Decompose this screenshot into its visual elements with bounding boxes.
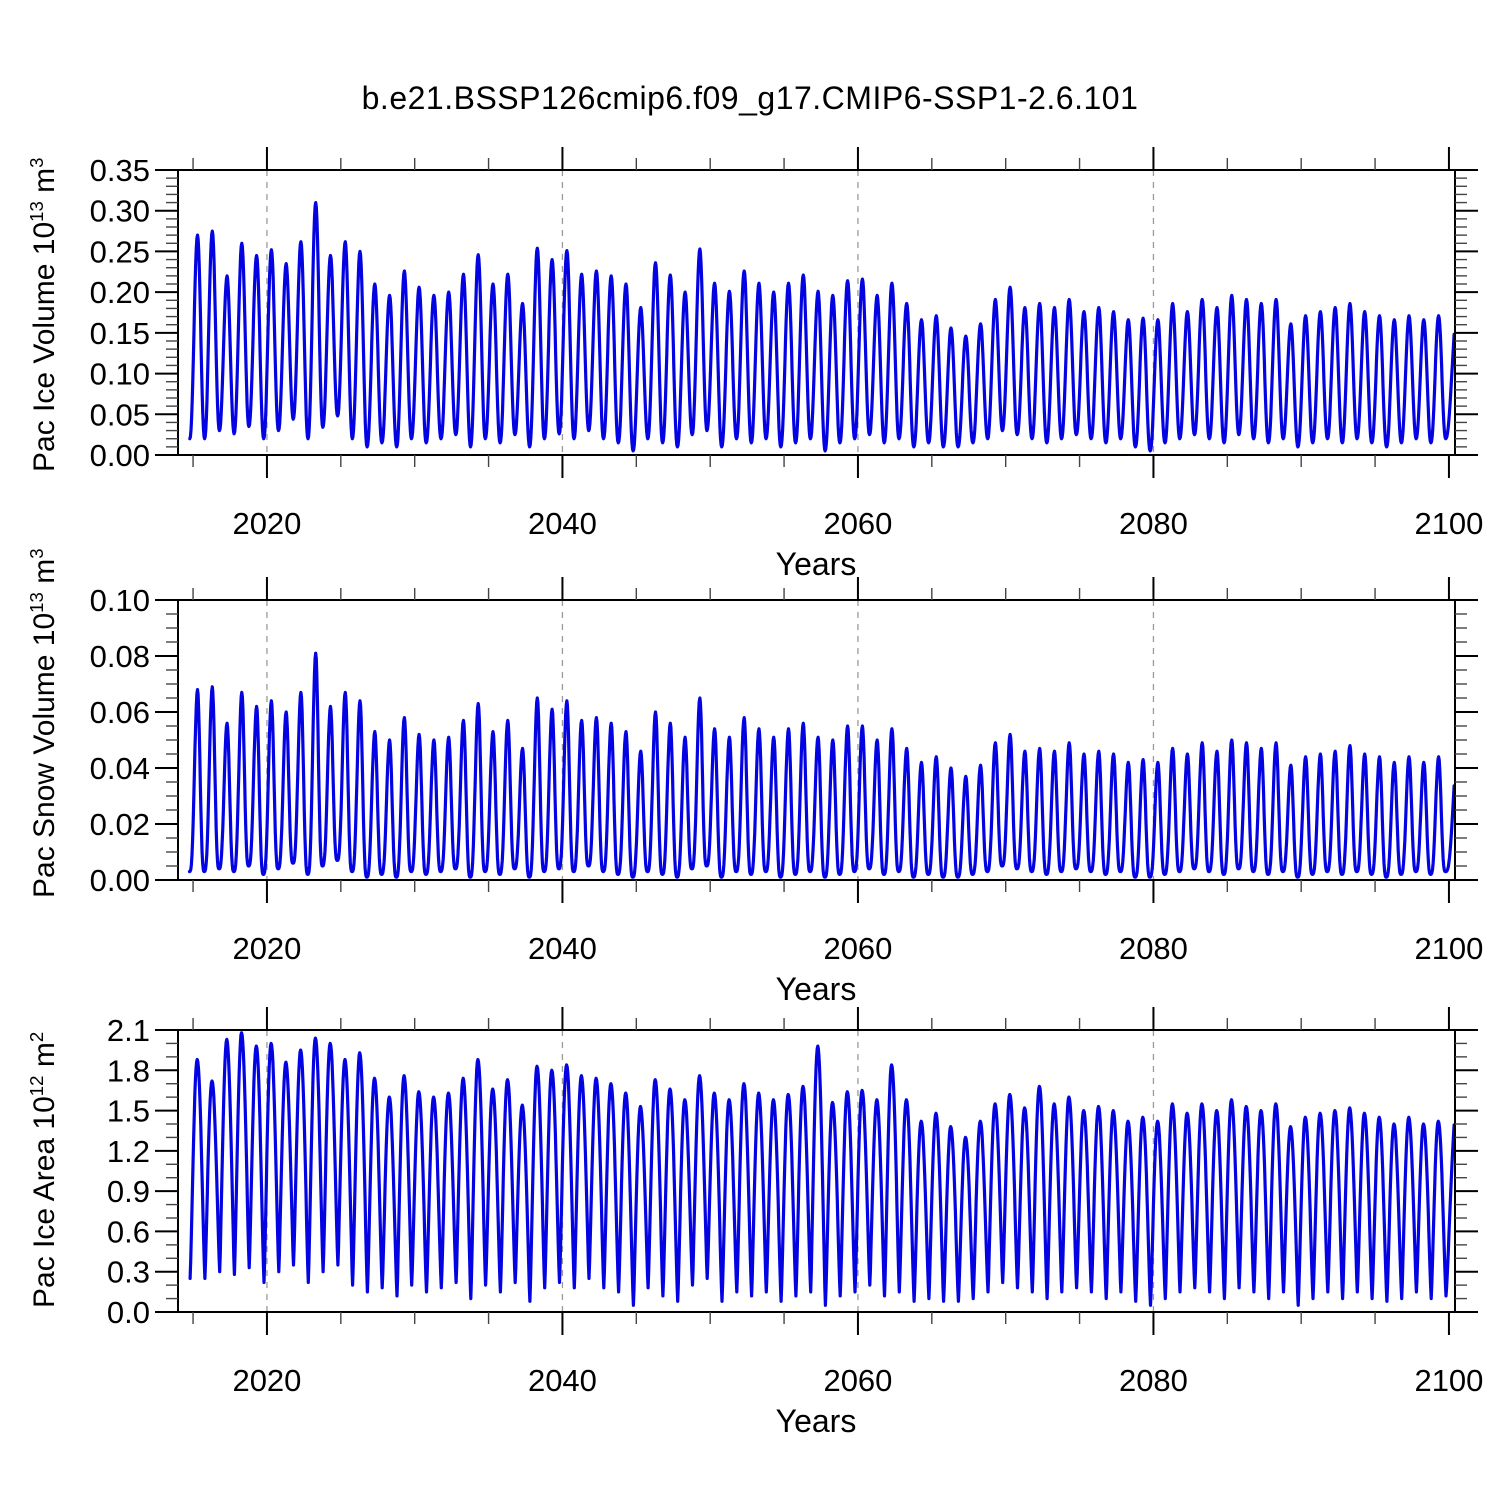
x-tick-label: 2080 (1119, 931, 1188, 966)
x-tick-label: 2020 (232, 931, 301, 966)
y-tick-label: 0.06 (90, 695, 150, 730)
x-tick-label: 2020 (232, 506, 301, 541)
x-tick-label: 2080 (1119, 1363, 1188, 1398)
x-tick-label: 2060 (823, 931, 892, 966)
x-axis-title-panel-1: Years (775, 546, 857, 582)
series-line-3 (188, 1031, 1456, 1307)
y-tick-label: 0.10 (90, 583, 150, 618)
y-tick-label: 0.04 (90, 751, 150, 786)
y-tick-label: 0.10 (90, 357, 150, 392)
series-line-2 (187, 651, 1456, 879)
x-tick-label: 2080 (1119, 506, 1188, 541)
panel-frame-3 (177, 1029, 1456, 1313)
y-tick-label: 0.0 (107, 1295, 150, 1330)
x-tick-label: 2060 (823, 506, 892, 541)
y-tick-label: 0.05 (90, 397, 150, 432)
y-tick-label: 0.15 (90, 316, 150, 351)
y-tick-label: 0.08 (90, 639, 150, 674)
y-tick-label: 0.00 (90, 438, 150, 473)
panel-frame-1 (177, 169, 1456, 456)
x-tick-label: 2040 (528, 931, 597, 966)
x-tick-label: 2100 (1414, 506, 1483, 541)
y-tick-label: 0.00 (90, 863, 150, 898)
x-tick-label: 2100 (1414, 1363, 1483, 1398)
y-tick-label: 2.1 (107, 1013, 150, 1048)
x-tick-label: 2100 (1414, 931, 1483, 966)
x-tick-label: 2040 (528, 506, 597, 541)
y-axis-title-ice-area: Pac Ice Area 1012 m2 (26, 1031, 61, 1308)
y-tick-label: 0.02 (90, 807, 150, 842)
x-tick-label: 2060 (823, 1363, 892, 1398)
figure-title: b.e21.BSSP126cmip6.f09_g17.CMIP6-SSP1-2.… (361, 80, 1139, 116)
y-tick-label: 1.8 (107, 1053, 150, 1088)
y-tick-label: 1.2 (107, 1134, 150, 1169)
x-tick-label: 2020 (232, 1363, 301, 1398)
x-axis-title-panel-2: Years (775, 971, 857, 1007)
x-tick-label: 2040 (528, 1363, 597, 1398)
y-axis-title-ice-volume: Pac Ice Volume 1013 m3 (26, 157, 61, 472)
y-axis-title-snow-volume: Pac Snow Volume 1013 m3 (26, 548, 61, 898)
y-tick-label: 0.25 (90, 234, 150, 269)
y-tick-label: 0.9 (107, 1174, 150, 1209)
y-tick-label: 0.20 (90, 275, 150, 310)
y-tick-label: 0.30 (90, 194, 150, 229)
y-tick-label: 1.5 (107, 1094, 150, 1129)
y-tick-label: 0.6 (107, 1214, 150, 1249)
y-tick-label: 0.3 (107, 1255, 150, 1290)
x-axis-title-panel-3: Years (775, 1403, 857, 1439)
y-tick-label: 0.35 (90, 153, 150, 188)
series-line-1 (188, 201, 1456, 453)
